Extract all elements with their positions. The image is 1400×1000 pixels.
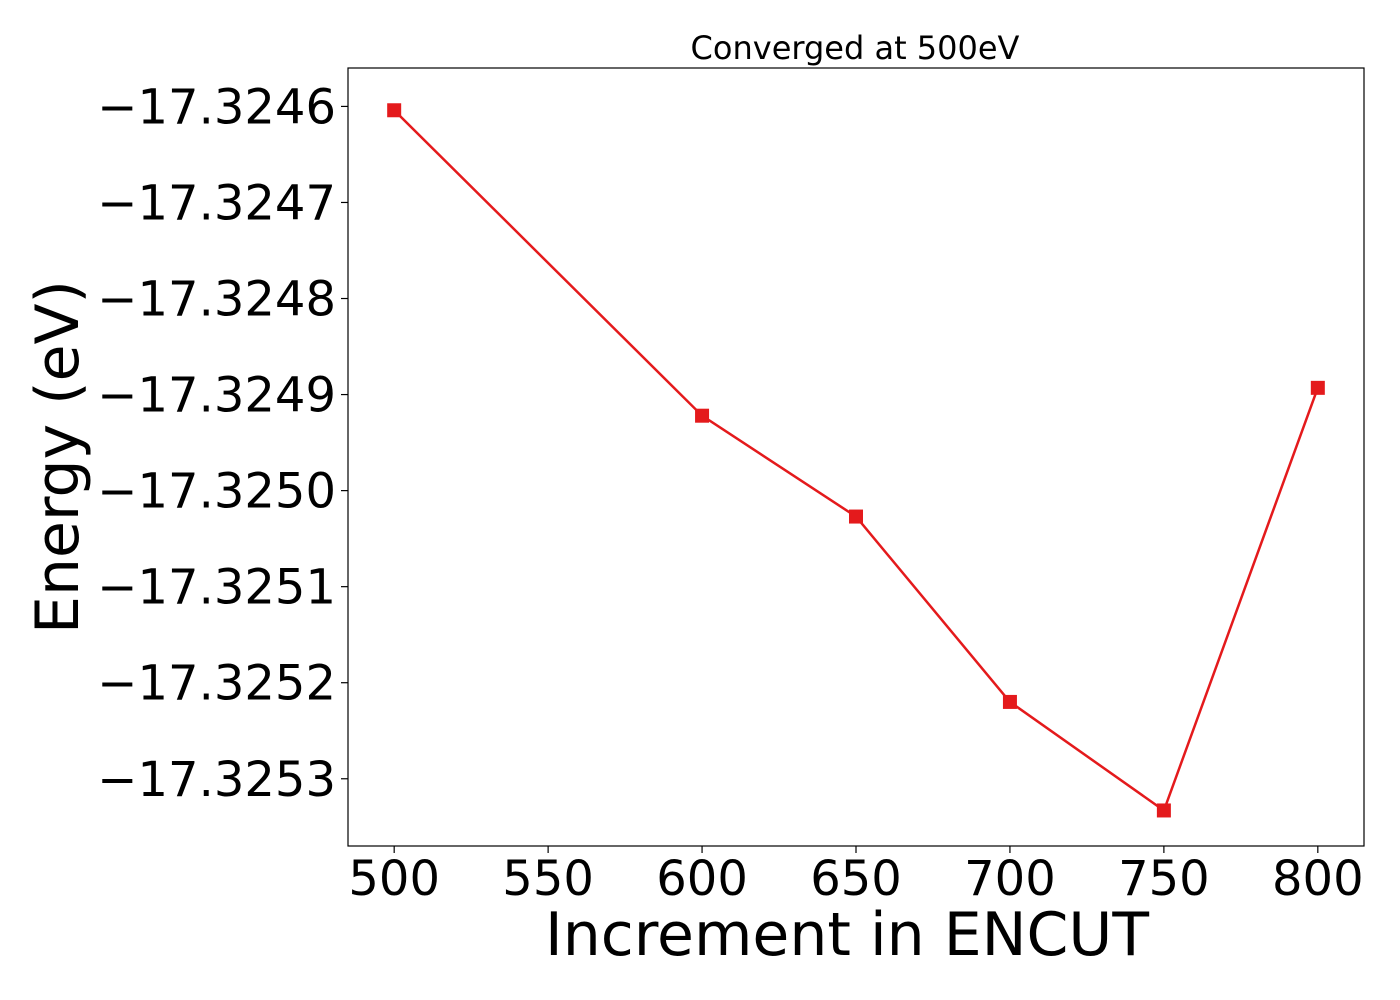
chart-title: Converged at 500eV [691,29,1020,67]
y-tick-label: −17.3248 [97,272,336,328]
x-tick-label: 650 [810,851,902,907]
plot-area [387,103,1325,818]
x-axis: 500 550 600 650 700 750 800 [348,846,1364,907]
y-tick-label: −17.3247 [97,175,336,231]
x-tick-label: 800 [1272,851,1364,907]
axes-frame [347,67,1365,847]
x-tick-label: 550 [502,851,594,907]
data-point-marker [1310,380,1325,395]
y-tick-label: −17.3251 [97,560,336,616]
x-tick-label: 750 [1118,851,1210,907]
series-line [393,109,1319,813]
x-tick-label: 500 [348,851,440,907]
data-point-marker [1156,803,1171,818]
y-tick-label: −17.3249 [97,368,336,424]
y-tick-label: −17.3250 [97,464,336,520]
y-tick-label: −17.3253 [97,752,336,808]
x-tick-label: 700 [964,851,1056,907]
data-point-marker [387,103,402,118]
x-tick-label: 600 [656,851,748,907]
x-axis-label: Increment in ENCUT [545,900,1149,970]
y-tick-label: −17.3252 [97,656,336,712]
y-tick-label: −17.3246 [97,79,336,135]
data-point-marker [1002,694,1017,709]
y-axis-label: Energy (eV) [23,280,93,634]
y-axis: −17.3246 −17.3247 −17.3248 −17.3249 −17.3250… [97,79,348,808]
data-point-marker [695,408,710,423]
data-point-marker [849,509,863,524]
